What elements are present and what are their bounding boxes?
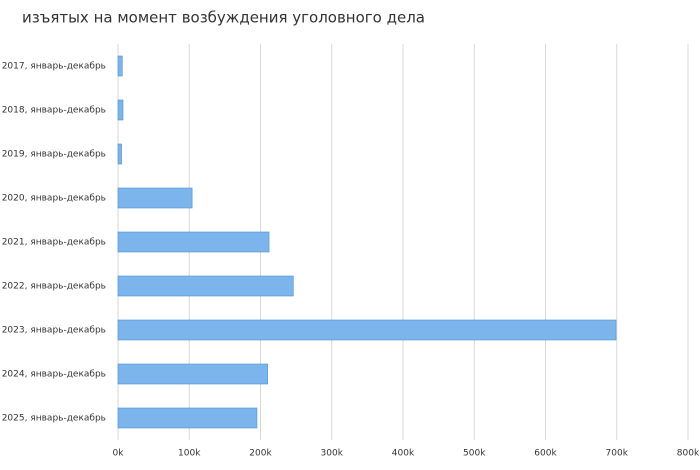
x-tick-label: 800k <box>677 449 700 459</box>
bar <box>117 407 258 429</box>
x-tick-label: 200k <box>249 449 272 459</box>
bar <box>117 99 124 121</box>
bar <box>117 319 617 341</box>
y-tick-label: 2021, январь-декабрь <box>2 238 106 248</box>
y-tick-label: 2022, январь-декабрь <box>2 282 106 292</box>
y-tick-label: 2017, январь-декабрь <box>2 62 106 72</box>
bar <box>117 275 294 297</box>
x-tick-label: 700k <box>606 449 629 459</box>
bar <box>117 363 268 385</box>
y-tick-label: 2020, январь-декабрь <box>2 194 106 204</box>
y-tick-label: 2025, январь-декабрь <box>2 414 106 424</box>
x-tick-label: 0k <box>113 449 125 459</box>
y-tick-label: 2024, январь-декабрь <box>2 370 106 380</box>
x-tick-label: 300k <box>321 449 344 459</box>
x-tick-label: 500k <box>463 449 486 459</box>
x-tick-label: 400k <box>392 449 415 459</box>
x-tick-label: 600k <box>534 449 557 459</box>
bar <box>117 231 270 253</box>
bar <box>117 55 123 77</box>
x-tick-label: 100k <box>178 449 201 459</box>
bar <box>117 187 193 209</box>
chart-title: изъятых на момент возбуждения уголовного… <box>22 9 425 27</box>
y-tick-label: 2018, январь-декабрь <box>2 106 106 116</box>
bar <box>117 143 122 165</box>
y-tick-label: 2019, январь-декабрь <box>2 150 106 160</box>
y-tick-label: 2023, январь-декабрь <box>2 326 106 336</box>
